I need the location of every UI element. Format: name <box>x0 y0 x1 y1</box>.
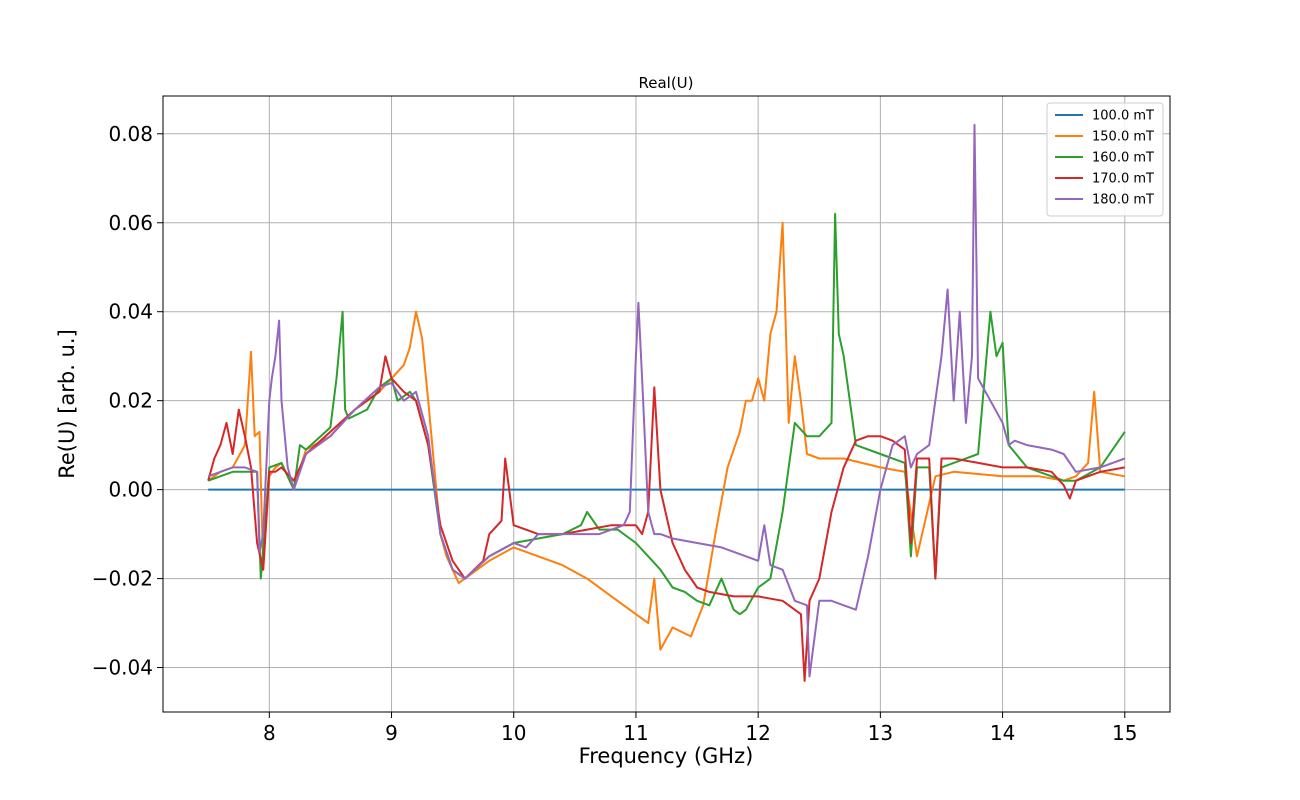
y-tick-label: 0.00 <box>108 478 153 502</box>
y-tick-label: 0.08 <box>108 122 153 146</box>
legend-label: 160.0 mT <box>1092 151 1154 166</box>
legend: 100.0 mT 150.0 mT 160.0 mT 170.0 mT 180.0 mT <box>1046 102 1164 217</box>
y-tick-label: −0.04 <box>92 656 153 680</box>
x-tick-label: 11 <box>623 721 648 745</box>
legend-label: 150.0 mT <box>1092 130 1154 145</box>
plot-area-frame <box>162 95 1171 713</box>
legend-label: 100.0 mT <box>1092 109 1154 124</box>
x-tick-label: 8 <box>263 721 276 745</box>
y-tick-label: 0.06 <box>108 211 153 235</box>
x-tick-label: 10 <box>501 721 526 745</box>
y-axis-label: Re(U) [arb. u.] <box>55 329 79 479</box>
series-line <box>207 355 1125 682</box>
x-tick-label: 12 <box>745 721 770 745</box>
y-tick-label: 0.02 <box>108 389 153 413</box>
y-tick-label: −0.02 <box>92 567 153 591</box>
legend-frame <box>1046 102 1164 217</box>
y-axis: −0.04 −0.02 0.00 0.02 0.04 0.06 0.08 <box>92 122 163 680</box>
legend-label: 180.0 mT <box>1092 193 1154 208</box>
series-line <box>207 123 1126 678</box>
y-tick-label: 0.04 <box>108 300 153 324</box>
x-tick-label: 15 <box>1112 721 1137 745</box>
x-axis-label: Frequency (GHz) <box>579 744 754 768</box>
legend-label: 170.0 mT <box>1092 172 1154 187</box>
x-tick-label: 14 <box>990 721 1015 745</box>
chart-title: Real(U) <box>638 74 693 92</box>
series-lines <box>207 123 1126 682</box>
x-tick-label: 9 <box>385 721 398 745</box>
x-axis: 8 9 10 11 12 13 14 15 <box>263 712 1138 745</box>
x-tick-label: 13 <box>868 721 893 745</box>
